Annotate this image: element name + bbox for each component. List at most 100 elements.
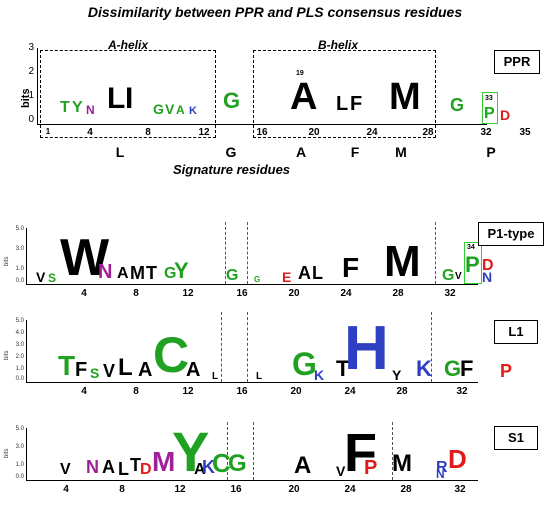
- panel-name-s1: S1: [494, 426, 538, 450]
- signature-caption: Signature residues: [173, 162, 291, 177]
- l1-ytick: 2.0: [15, 354, 24, 360]
- logo-letter: G: [223, 88, 241, 113]
- p1-y-axis: [26, 228, 27, 284]
- logo-letter: Y: [174, 258, 189, 283]
- logo-letter: L: [118, 354, 133, 381]
- signature-residue: P: [486, 144, 496, 160]
- s1-ytick: 1.0: [15, 462, 24, 468]
- p1-divider: [247, 222, 248, 284]
- logo-letter: S: [48, 271, 57, 285]
- logo-letter: D: [140, 461, 152, 478]
- s1-logo-panel: bits 5.0 3.0 1.0 0.0 V N A L T D M Y A K…: [0, 418, 550, 508]
- logo-letter: L: [212, 371, 219, 382]
- l1-ytick: 4.0: [15, 330, 24, 336]
- logo-letter: M: [392, 450, 412, 477]
- logo-letter: T: [336, 356, 350, 381]
- logo-letter: D: [448, 444, 467, 474]
- top-xtick: 12: [198, 127, 210, 138]
- logo-letter: Y: [172, 420, 210, 483]
- p1-xtick: 8: [133, 288, 139, 299]
- top-xtick: 1: [45, 127, 51, 136]
- logo-letter: N: [86, 103, 95, 117]
- l1-xtick: 16: [236, 386, 248, 397]
- logo-letter: C: [153, 327, 190, 383]
- logo-letter: L: [118, 459, 129, 479]
- s1-ytick: 0.0: [15, 474, 24, 480]
- s1-ytick: 3.0: [15, 444, 24, 450]
- top-xtick: 28: [422, 127, 434, 138]
- s1-y-axis: [26, 428, 27, 480]
- l1-ytick: 3.0: [15, 342, 24, 348]
- logo-letter: G: [442, 267, 455, 284]
- s1-divider: [227, 422, 228, 480]
- logo-letter: F: [460, 356, 474, 381]
- logo-letter: A: [117, 265, 129, 282]
- logo-letter: W: [60, 229, 110, 287]
- logo-letter: A: [176, 103, 185, 117]
- logo-letter: D: [482, 257, 494, 274]
- logo-letter: E: [282, 269, 292, 285]
- position-33-marker: 33: [485, 95, 493, 102]
- p1-ytick: 1.0: [15, 266, 24, 272]
- p1-ytick: 0.0: [15, 278, 24, 284]
- logo-letter: G: [153, 101, 164, 117]
- top-ytick: 0: [28, 114, 34, 125]
- logo-letter: A: [294, 452, 312, 479]
- logo-letter: H: [344, 314, 389, 383]
- logo-letter: N: [482, 269, 493, 285]
- logo-letter: S: [90, 365, 100, 381]
- top-y-axis: [37, 48, 38, 124]
- l1-divider: [431, 312, 432, 382]
- logo-letter: D: [500, 107, 511, 123]
- s1-x-axis: [26, 480, 478, 481]
- signature-residue: G: [225, 144, 237, 160]
- logo-letter: P: [364, 457, 378, 479]
- p1-xtick: 4: [81, 288, 87, 299]
- l1-divider: [221, 312, 222, 382]
- logo-letter: K: [314, 367, 325, 383]
- logo-letter: K: [202, 457, 215, 477]
- s1-xtick: 8: [119, 484, 125, 495]
- s1-divider: [253, 422, 254, 480]
- logo-letter: G: [444, 356, 462, 381]
- s1-xtick: 28: [400, 484, 412, 495]
- logo-letter: V: [103, 361, 116, 381]
- p1-divider: [435, 222, 436, 284]
- logo-letter: T: [60, 99, 70, 116]
- logo-letter: P: [484, 105, 495, 122]
- position-34-highlight: [464, 242, 482, 284]
- l1-ytick: 1.0: [15, 366, 24, 372]
- signature-residue: M: [395, 144, 407, 160]
- logo-letter: A: [102, 457, 115, 477]
- logo-letter: R: [436, 459, 448, 476]
- logo-letter: A: [186, 359, 201, 381]
- l1-xtick: 12: [182, 386, 194, 397]
- signature-residue: F: [350, 144, 360, 160]
- l1-xtick: 8: [133, 386, 139, 397]
- p1-xtick: 20: [288, 288, 300, 299]
- panel-name-ppr: PPR: [494, 50, 540, 74]
- l1-y-axis: [26, 320, 27, 382]
- a-helix-box: [40, 50, 216, 138]
- top-xtick: 24: [366, 127, 378, 138]
- p1-divider: [225, 222, 226, 284]
- logo-letter: G: [164, 265, 177, 282]
- a-helix-label: A-helix: [108, 38, 149, 52]
- logo-letter: P: [500, 361, 513, 381]
- position-34-marker: 34: [467, 244, 475, 251]
- panel-name-l1: L1: [494, 320, 538, 344]
- p1-ytick: 3.0: [15, 246, 24, 252]
- logo-letter: Y: [392, 367, 402, 383]
- position-33-highlight: [482, 92, 498, 124]
- l1-xtick: 28: [396, 386, 408, 397]
- logo-letter: F: [75, 359, 88, 381]
- top-ytick: 3: [28, 42, 34, 53]
- top-xtick: 32: [480, 127, 492, 138]
- top-xtick: 4: [87, 127, 93, 138]
- p1-ylabel: bits: [4, 256, 10, 266]
- p1-ytick: 5.0: [15, 226, 24, 232]
- logo-letter: M: [152, 446, 176, 477]
- logo-letter: V: [455, 271, 462, 282]
- l1-xtick: 4: [81, 386, 87, 397]
- top-xtick: 35: [519, 127, 531, 138]
